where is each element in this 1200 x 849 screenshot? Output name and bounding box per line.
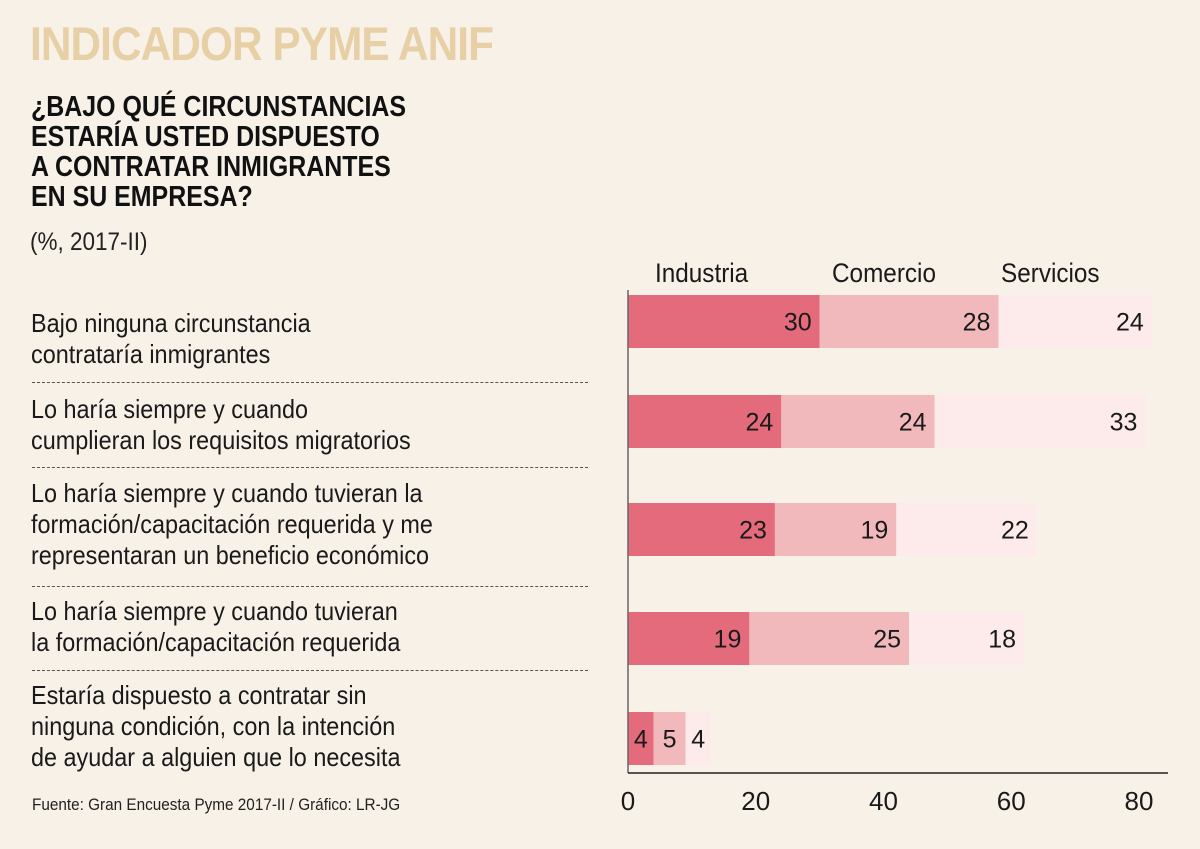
legend-comercio: Comercio xyxy=(832,258,936,288)
x-tick-label-40: 40 xyxy=(869,786,898,816)
bar-servicios-4 xyxy=(909,612,1025,665)
bar-industria-1 xyxy=(628,295,820,348)
x-tick-label-20: 20 xyxy=(741,786,770,816)
bar-comercio-2 xyxy=(781,395,935,448)
bar-value-servicios-3: 22 xyxy=(1001,517,1029,545)
source-note: Fuente: Gran Encuesta Pyme 2017-II / Grá… xyxy=(32,795,401,814)
category-label-3: Lo haría siempre y cuando tuvieran la fo… xyxy=(31,478,433,570)
x-tick-label-60: 60 xyxy=(997,786,1026,816)
bar-value-industria-2: 24 xyxy=(745,409,773,437)
bar-industria-4 xyxy=(628,612,750,665)
bar-servicios-1 xyxy=(998,295,1152,348)
divider-1 xyxy=(32,382,588,383)
bar-value-industria-3: 23 xyxy=(739,517,767,545)
bar-comercio-4 xyxy=(749,612,910,665)
units-label: (%, 2017-II) xyxy=(30,228,148,256)
bar-value-comercio-1: 28 xyxy=(963,309,991,337)
x-tick-label-0: 0 xyxy=(621,786,635,816)
bar-industria-3 xyxy=(628,503,775,556)
bar-servicios-5 xyxy=(685,712,712,765)
category-label-2: Lo haría siempre y cuando cumplieran los… xyxy=(31,394,411,455)
bar-value-comercio-5: 5 xyxy=(663,726,677,754)
chart-question: ¿BAJO QUÉ CIRCUNSTANCIAS ESTARÍA USTED D… xyxy=(31,91,407,213)
category-label-4: Lo haría siempre y cuando tuvieran la fo… xyxy=(31,596,401,657)
category-label-1: Bajo ninguna circunstancia contrataría i… xyxy=(31,308,311,369)
legend-industria: Industria xyxy=(655,258,749,288)
bar-industria-2 xyxy=(628,395,782,448)
bar-value-comercio-4: 25 xyxy=(873,626,901,654)
bar-comercio-5 xyxy=(653,712,686,765)
bar-value-comercio-2: 24 xyxy=(899,409,927,437)
divider-3 xyxy=(32,586,588,587)
divider-2 xyxy=(32,467,588,468)
bar-servicios-2 xyxy=(934,395,1146,448)
bar-value-industria-4: 19 xyxy=(714,626,742,654)
category-label-5: Estaría dispuesto a contratar sin ningun… xyxy=(31,680,401,772)
legend-servicios: Servicios xyxy=(1001,258,1100,288)
bar-comercio-3 xyxy=(774,503,897,556)
bar-value-servicios-5: 4 xyxy=(691,726,705,754)
bar-value-industria-1: 30 xyxy=(784,309,812,337)
bar-value-comercio-3: 19 xyxy=(860,517,888,545)
brand-title: INDICADOR PYME ANIF xyxy=(30,17,494,70)
bar-comercio-1 xyxy=(819,295,999,348)
bar-value-servicios-2: 33 xyxy=(1110,409,1138,437)
x-tick-label-80: 80 xyxy=(1125,786,1154,816)
bar-value-servicios-1: 24 xyxy=(1116,309,1144,337)
bar-value-servicios-4: 18 xyxy=(988,626,1016,654)
bar-servicios-3 xyxy=(896,503,1037,556)
bar-industria-5 xyxy=(628,712,654,765)
divider-4 xyxy=(32,670,588,671)
bar-value-industria-5: 4 xyxy=(634,726,648,754)
